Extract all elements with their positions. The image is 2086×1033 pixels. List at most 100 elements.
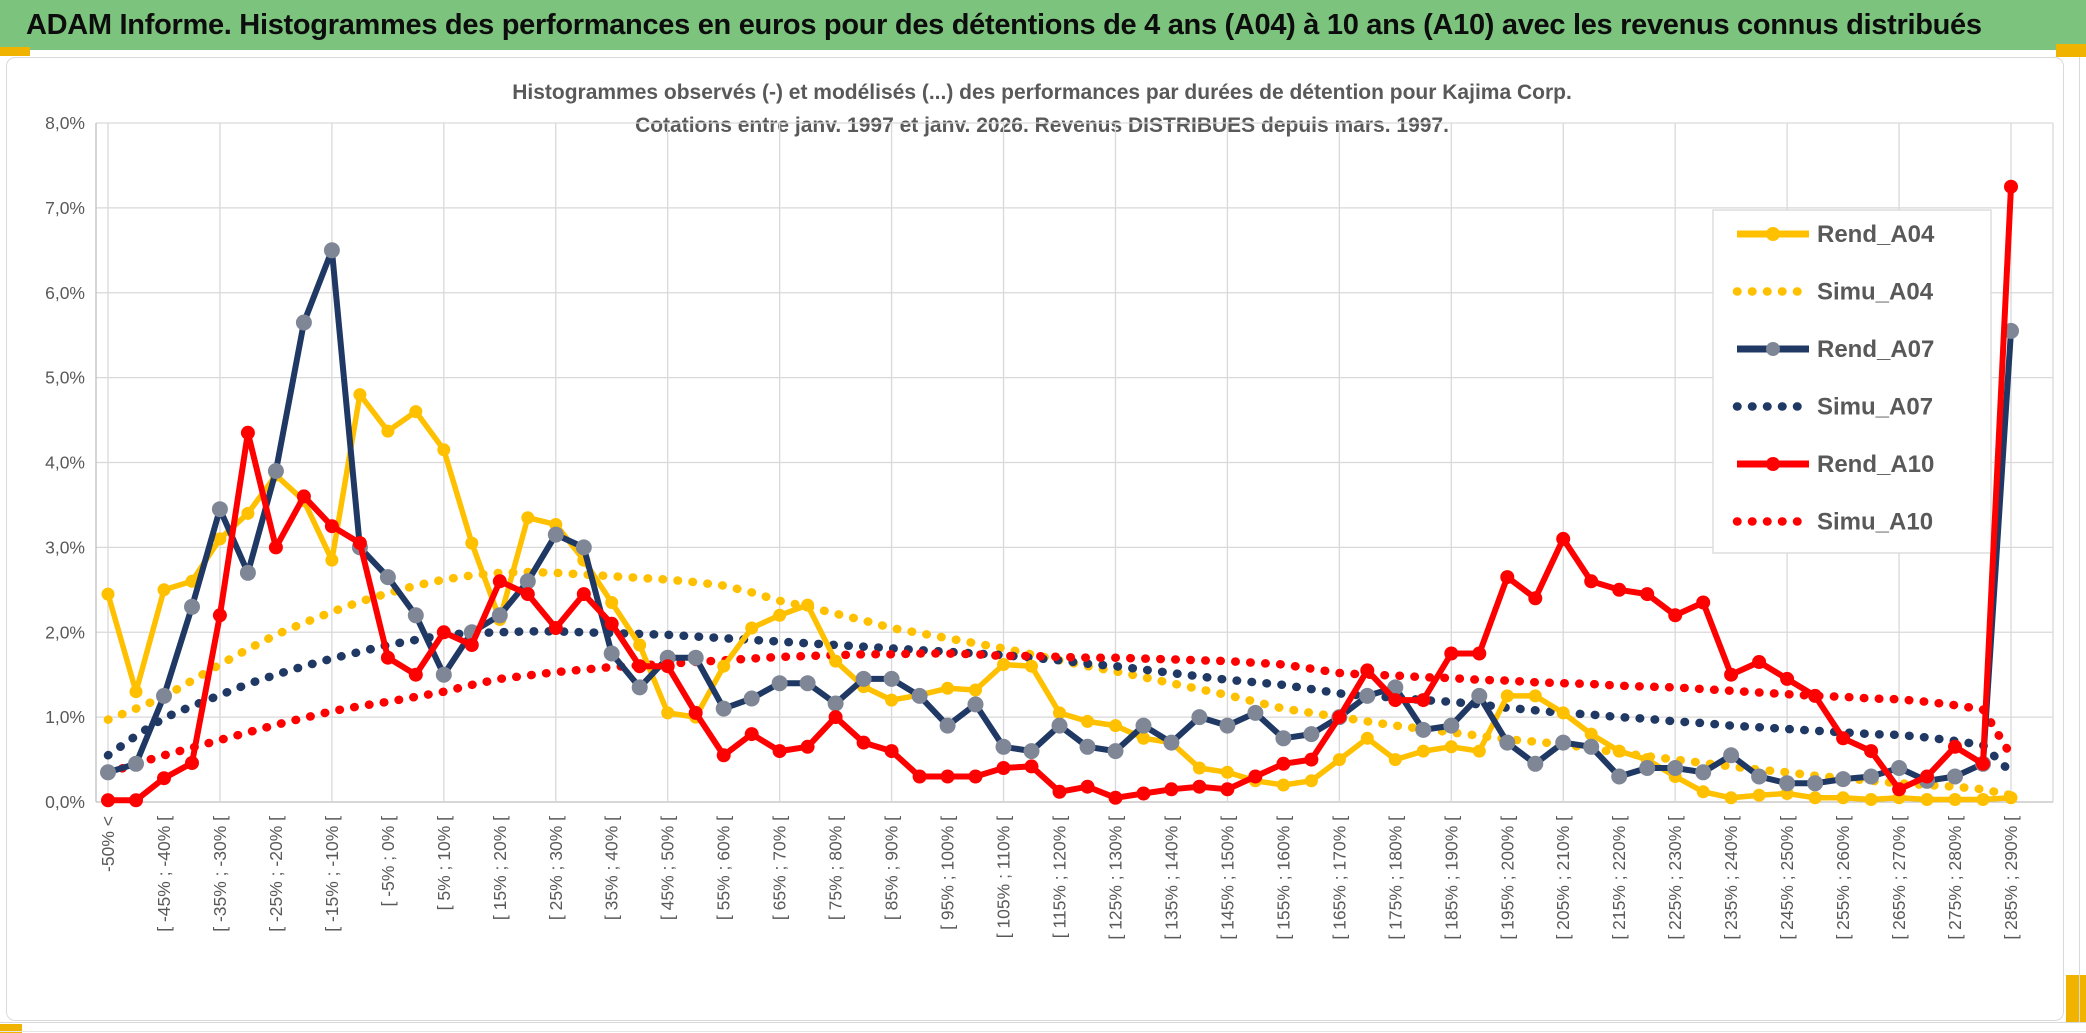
data-point [1360, 663, 1375, 678]
data-point [1724, 791, 1738, 805]
x-axis-label: [ 255% ; 260% [ [1833, 816, 1853, 940]
data-point [101, 793, 115, 808]
data-point [437, 443, 451, 457]
series-rend_a07 [100, 242, 2019, 792]
data-point [353, 388, 367, 402]
x-axis-label: [ -15% ; -10% [ [322, 816, 342, 932]
data-point [1808, 688, 1823, 703]
data-point [801, 598, 815, 612]
legend-item-simu_a07[interactable]: Simu_A07 [1732, 394, 1933, 421]
data-point [184, 598, 200, 615]
data-point [1696, 595, 1711, 610]
data-point [1528, 689, 1542, 703]
data-point [1052, 784, 1067, 799]
data-point [1136, 786, 1151, 801]
data-point [267, 463, 284, 479]
x-axis-label: [ -5% ; 0% [ [378, 816, 398, 907]
legend-item-simu_a10[interactable]: Simu_A10 [1732, 509, 1933, 536]
data-point [1108, 790, 1123, 805]
data-point [1023, 743, 1040, 760]
data-point [773, 608, 787, 622]
data-point [885, 693, 899, 707]
y-axis: 0,0% 1,0% 2,0% 3,0% 4,0% 5,0% 6,0% 7,0% 8,0% [45, 113, 85, 812]
data-point [1275, 730, 1292, 747]
data-point [660, 659, 675, 674]
data-point [521, 511, 535, 525]
data-point [213, 532, 227, 546]
data-point [632, 659, 647, 674]
data-point [1472, 646, 1487, 661]
chart-title[interactable]: Histogrammes observés (-) et modélisés (… [377, 76, 1707, 142]
x-axis-label: [ 185% ; 190% [ [1441, 816, 1461, 940]
data-point [1611, 768, 1628, 785]
x-axis-label: [ 85% ; 90% [ [882, 816, 902, 920]
data-point [1836, 731, 1851, 746]
data-point [1695, 764, 1712, 781]
data-point [212, 608, 227, 623]
legend-item-simu_a04[interactable]: Simu_A04 [1732, 279, 1934, 306]
data-point [1079, 738, 1096, 755]
data-point [1053, 706, 1066, 720]
data-point [856, 735, 871, 750]
data-point [604, 616, 619, 631]
data-point [1332, 710, 1347, 725]
data-point [1724, 667, 1739, 682]
x-axis-label: [ 75% ; 80% [ [826, 816, 846, 920]
data-point [1219, 717, 1236, 734]
data-point [1444, 740, 1458, 754]
chart-area[interactable]: Histogrammes observés (-) et modélisés (… [6, 57, 2064, 1021]
data-point [940, 769, 955, 784]
chart-title-line2: Cotations entre janv. 1997 et janv. 2026… [635, 114, 1449, 137]
data-point [548, 621, 563, 635]
accent-bottom-right [2066, 975, 2086, 1022]
legend-item-rend_a07[interactable]: Rend_A07 [1737, 336, 1934, 363]
data-point [1668, 608, 1683, 623]
data-point [1444, 646, 1459, 661]
data-point [1835, 771, 1852, 788]
x-axis-label: [ 195% ; 200% [ [1497, 816, 1517, 940]
data-point [1248, 769, 1263, 784]
data-point [1081, 714, 1094, 728]
data-point [379, 569, 396, 586]
data-point [1556, 531, 1571, 546]
data-point [1612, 582, 1627, 597]
data-point [1976, 756, 1990, 771]
data-point [325, 553, 339, 567]
legend-item-rend_a10[interactable]: Rend_A10 [1737, 451, 1934, 478]
x-axis-label: [ 55% ; 60% [ [714, 816, 734, 920]
data-point [156, 687, 172, 704]
data-point [605, 596, 619, 609]
data-point [1612, 744, 1626, 758]
data-point [239, 564, 256, 581]
data-point [296, 489, 311, 504]
data-point [1192, 761, 1206, 775]
x-axis-label: [ 35% ; 40% [ [602, 816, 622, 920]
data-point [1107, 743, 1124, 760]
series-line-simu_a10[interactable] [103, 649, 2016, 778]
data-point [1024, 759, 1039, 774]
data-point [883, 670, 900, 687]
data-point [687, 649, 704, 666]
data-point [1220, 782, 1235, 797]
data-point [381, 424, 395, 438]
data-point [380, 650, 395, 665]
series-simu_a10 [103, 649, 2016, 778]
data-point [241, 506, 255, 520]
data-point [1948, 739, 1962, 754]
y-axis-label: 3,0% [45, 537, 85, 557]
data-point [1359, 687, 1376, 704]
y-axis-label: 1,0% [45, 707, 85, 727]
y-axis-label: 5,0% [45, 368, 85, 388]
data-point [828, 710, 843, 725]
data-point [1304, 774, 1318, 788]
x-axis-label: [ 285% ; 290% [ [2001, 816, 2021, 940]
x-axis-label: [ -35% ; -30% [ [210, 816, 230, 932]
accent-top-right [2056, 44, 2086, 57]
data-point [1556, 706, 1570, 720]
data-point [743, 690, 760, 707]
data-point [1528, 591, 1543, 606]
legend-item-rend_a04[interactable]: Rend_A04 [1737, 221, 1935, 248]
data-point [1415, 721, 1432, 738]
data-point [1723, 747, 1740, 764]
